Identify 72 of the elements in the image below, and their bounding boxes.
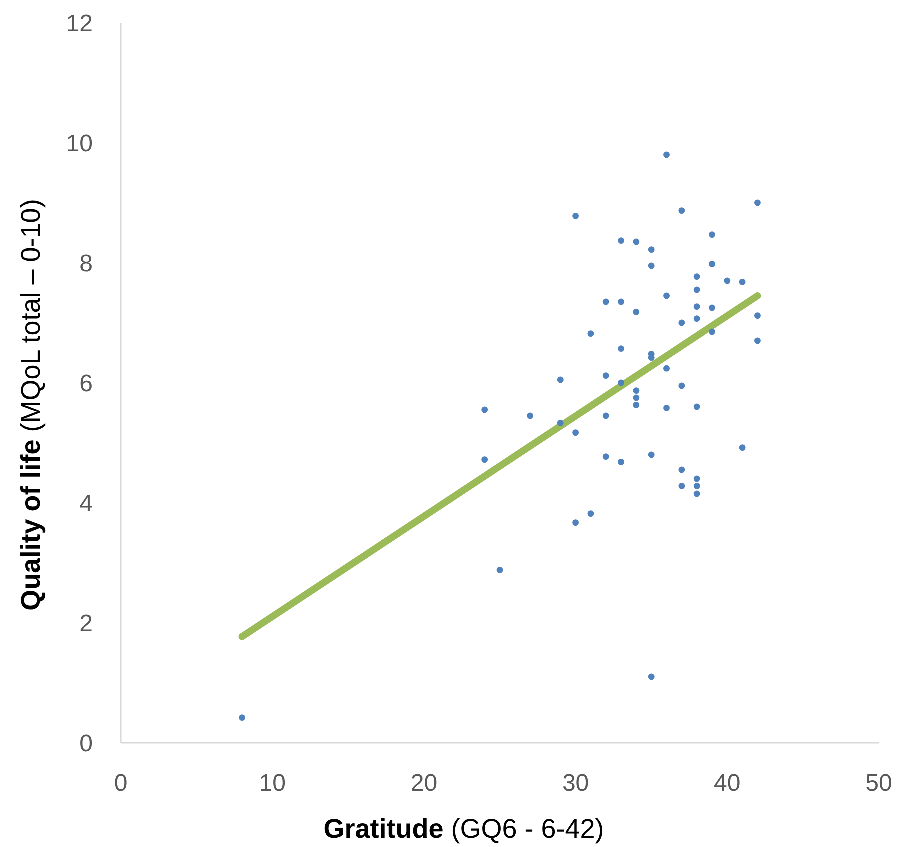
y-tick-label: 10 — [66, 130, 93, 158]
point — [709, 328, 716, 336]
point — [739, 444, 746, 451]
x-tick-label: 40 — [714, 770, 741, 797]
y-tick-label: 12 — [66, 10, 93, 38]
point — [482, 406, 488, 414]
point — [694, 483, 700, 490]
point — [678, 320, 686, 326]
point — [618, 298, 624, 306]
point — [754, 312, 761, 319]
point — [618, 459, 624, 466]
point — [572, 213, 579, 220]
y-tick-label: 8 — [80, 250, 93, 278]
point — [496, 567, 504, 574]
point — [694, 404, 700, 410]
point — [602, 372, 610, 379]
x-tick-label: 0 — [114, 770, 128, 797]
point — [633, 402, 640, 408]
y-tick-label: 4 — [80, 490, 93, 518]
point — [678, 208, 686, 214]
point — [648, 262, 655, 270]
point — [572, 430, 579, 436]
y-tick-label: 0 — [80, 730, 93, 758]
x-tick-label: 10 — [259, 770, 286, 797]
point — [664, 152, 670, 158]
point — [618, 238, 624, 244]
point — [694, 274, 700, 280]
point — [648, 674, 655, 680]
y-tick-label: 6 — [80, 370, 93, 398]
point — [602, 454, 610, 460]
point — [572, 520, 579, 526]
point — [694, 476, 700, 482]
point — [618, 380, 624, 386]
point — [633, 394, 640, 402]
point — [602, 298, 610, 306]
x-tick-label: 30 — [562, 770, 590, 797]
point — [678, 382, 686, 390]
point — [648, 246, 655, 253]
y-axis-title: Quality of life (MQoL total – 0-10) — [16, 199, 46, 611]
point — [739, 279, 746, 286]
point — [618, 346, 624, 352]
point — [709, 304, 716, 312]
point — [678, 483, 686, 490]
point — [588, 510, 594, 517]
point — [694, 304, 700, 310]
point — [694, 286, 700, 294]
point — [754, 338, 761, 344]
x-tick-label: 20 — [410, 770, 438, 797]
point — [724, 278, 731, 284]
point — [557, 376, 564, 384]
point — [664, 405, 670, 412]
point — [694, 316, 700, 322]
point — [239, 714, 246, 721]
point — [664, 365, 670, 372]
y-tick-label: 2 — [80, 610, 93, 638]
point — [588, 330, 594, 337]
point — [694, 490, 700, 498]
point — [527, 412, 534, 420]
point — [754, 200, 761, 206]
point — [633, 238, 640, 246]
point — [709, 261, 716, 268]
point — [664, 292, 670, 300]
point — [633, 388, 640, 394]
point — [648, 452, 655, 458]
x-tick-label: 50 — [866, 770, 892, 797]
point — [602, 412, 610, 420]
point — [482, 456, 488, 463]
point — [633, 309, 640, 316]
point — [709, 232, 716, 238]
point — [557, 420, 564, 426]
x-axis-title: Gratitude (GQ6 - 6-42) — [324, 814, 604, 844]
point — [678, 466, 686, 474]
